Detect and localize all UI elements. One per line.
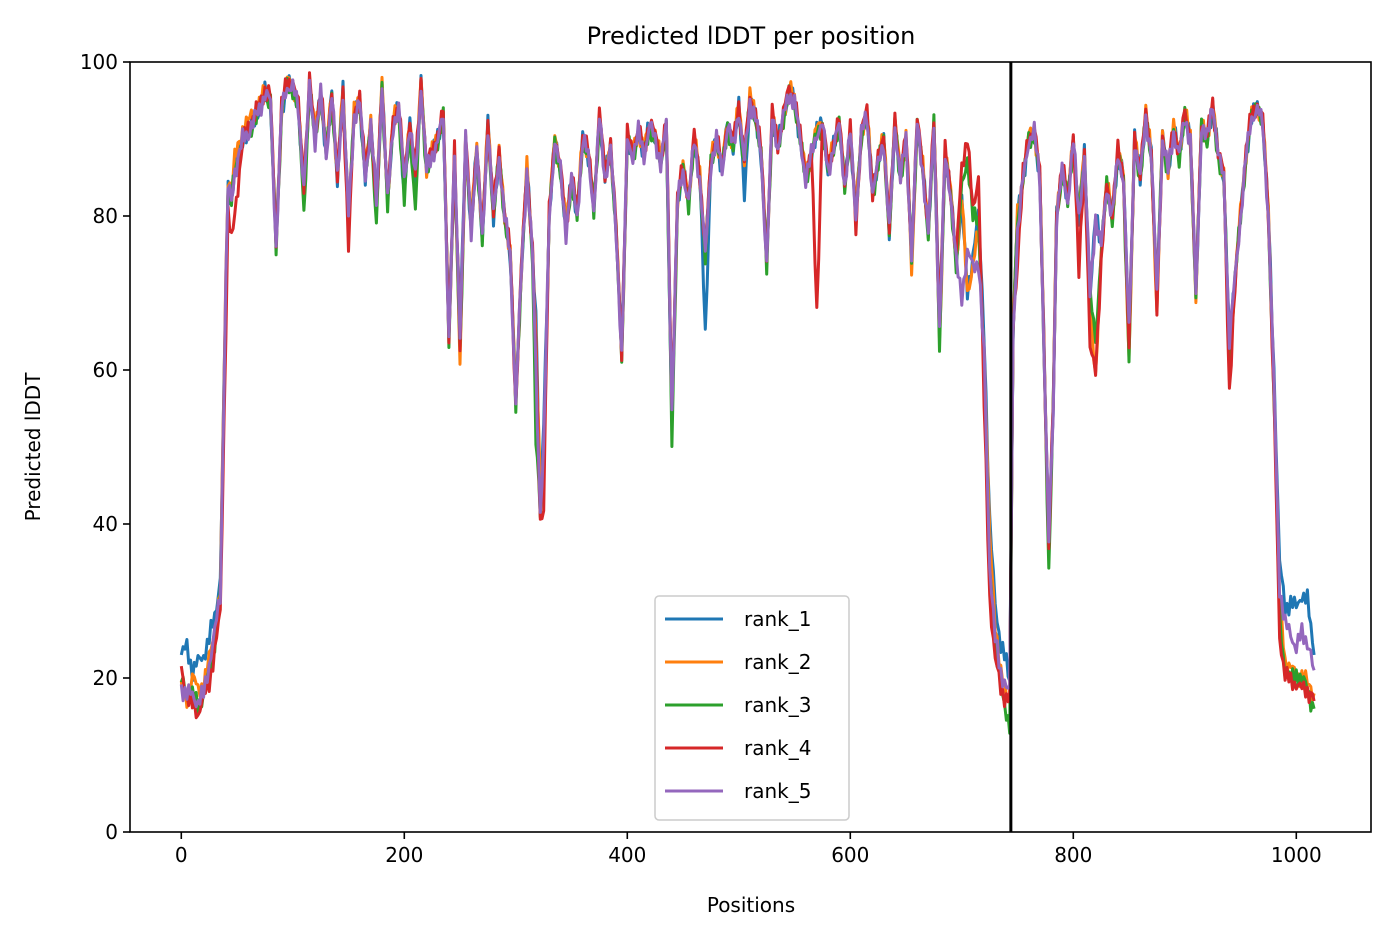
x-tick-label: 0	[175, 843, 188, 867]
legend-label-rank-4: rank_4	[744, 736, 811, 760]
x-axis-label: Positions	[707, 893, 795, 917]
legend: rank_1 rank_2 rank_3 rank_4 rank_5	[654, 595, 850, 821]
legend-label-rank-1: rank_1	[744, 607, 811, 631]
legend-label-rank-2: rank_2	[744, 650, 811, 674]
x-axis: 0 200 400 600 800 1000	[175, 832, 1322, 867]
plot-frame	[129, 61, 1372, 833]
x-tick-label: 600	[831, 843, 869, 867]
y-tick-label: 20	[93, 666, 118, 690]
x-tick-label: 200	[385, 843, 423, 867]
y-axis-label: Predicted lDDT	[21, 372, 45, 522]
y-axis: 0 20 40 60 80 100	[80, 50, 130, 844]
x-tick-label: 800	[1054, 843, 1092, 867]
legend-label-rank-3: rank_3	[744, 693, 811, 717]
y-tick-label: 100	[80, 50, 118, 74]
plot-area	[129, 61, 1372, 833]
chart-title: Predicted lDDT per position	[587, 22, 916, 50]
x-tick-label: 400	[608, 843, 646, 867]
legend-box	[654, 595, 850, 821]
legend-label-rank-5: rank_5	[744, 779, 811, 803]
y-tick-label: 60	[93, 358, 118, 382]
legend-items: rank_1 rank_2 rank_3 rank_4 rank_5	[665, 607, 811, 803]
x-tick-label: 1000	[1271, 843, 1322, 867]
y-tick-label: 80	[93, 204, 118, 228]
series-line-rank-5	[179, 78, 1316, 709]
series-layer	[179, 71, 1316, 735]
y-tick-label: 0	[105, 820, 118, 844]
y-tick-label: 40	[93, 512, 118, 536]
